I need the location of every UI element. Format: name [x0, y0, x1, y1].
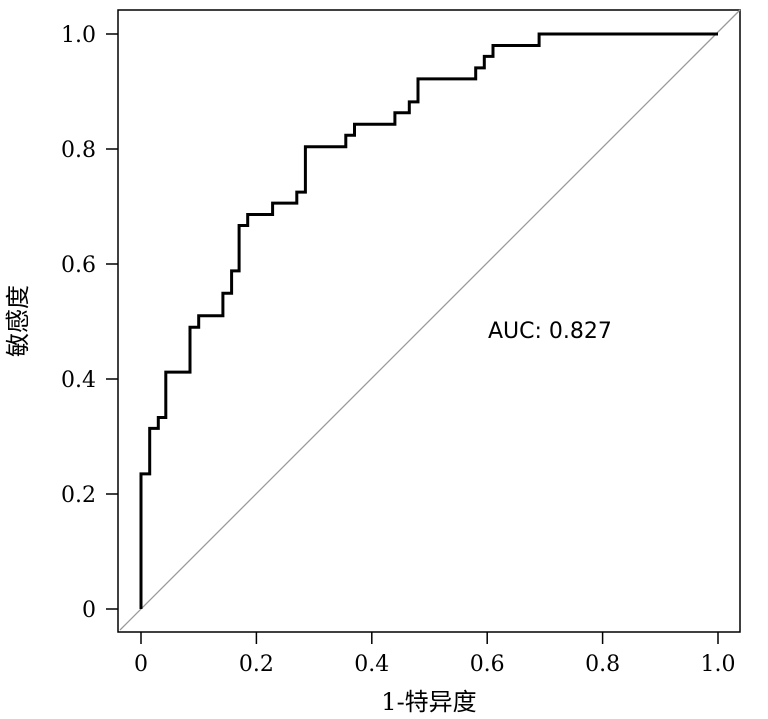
x-tick-label: 0 [134, 652, 148, 677]
x-tick-label: 0.2 [239, 652, 274, 677]
y-tick-label: 0.6 [61, 253, 96, 278]
x-tick-label: 0.6 [470, 652, 505, 677]
y-tick-label: 0 [82, 598, 96, 623]
x-tick-label: 1.0 [701, 652, 736, 677]
y-axis-ticks: 0 0.2 0.4 0.6 0.8 1.0 [61, 23, 118, 623]
auc-annotation: AUC: 0.827 [488, 319, 612, 344]
y-tick-label: 1.0 [61, 23, 96, 48]
x-tick-label: 0.4 [354, 652, 389, 677]
plot-frame [117, 9, 741, 633]
y-tick-label: 0.4 [61, 368, 96, 393]
roc-curve-line [139, 32, 718, 609]
x-axis-title: 1-特异度 [381, 688, 476, 716]
x-axis-ticks: 0 0.2 0.4 0.6 0.8 1.0 [134, 632, 736, 677]
reference-diagonal-line [119, 9, 741, 631]
y-tick-label: 0.8 [61, 138, 96, 163]
y-axis-title: 敏感度 [4, 285, 32, 357]
y-tick-label: 0.2 [61, 483, 96, 508]
x-tick-label: 0.8 [585, 652, 620, 677]
